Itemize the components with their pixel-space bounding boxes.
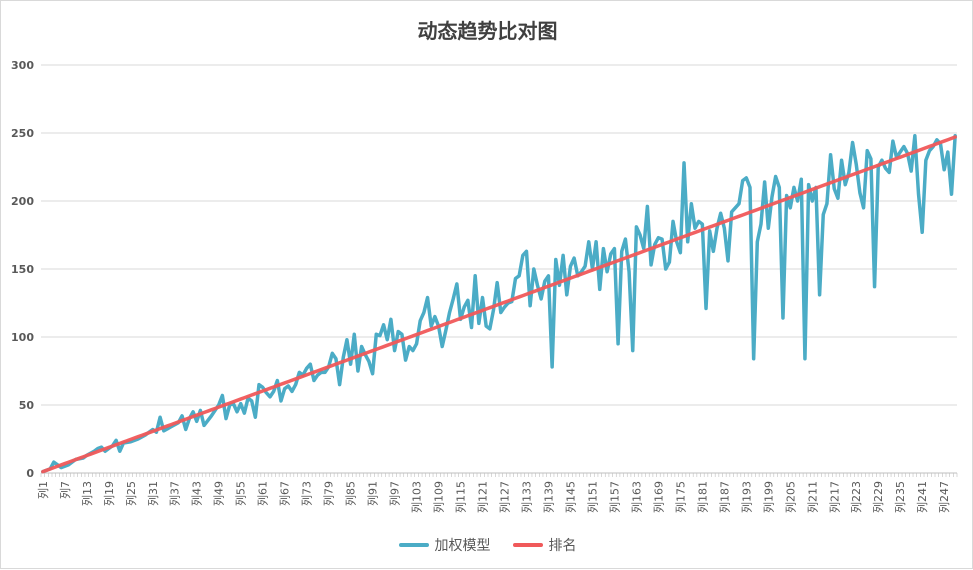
legend-item-weighted[interactable]: 加权模型 (398, 535, 491, 555)
y-tick-label: 300 (11, 59, 34, 72)
x-tick-label: 列19 (102, 481, 116, 506)
x-tick-label: 列199 (761, 481, 775, 513)
legend-item-rank[interactable]: 排名 (512, 535, 577, 555)
x-tick-label: 列55 (234, 481, 248, 506)
y-tick-label: 50 (19, 399, 35, 412)
x-tick-label: 列241 (915, 481, 929, 513)
x-tick-label: 列139 (541, 481, 555, 513)
x-tick-label: 列37 (168, 481, 182, 506)
x-tick-label: 列193 (739, 481, 753, 513)
x-tick-label: 列43 (190, 481, 204, 506)
x-tick-label: 列223 (849, 481, 863, 513)
x-tick-label: 列85 (344, 481, 358, 506)
x-tick-label: 列7 (58, 481, 72, 499)
y-tick-label: 250 (11, 127, 34, 140)
x-tick-label: 列229 (871, 481, 885, 513)
x-tick-label: 列121 (476, 481, 490, 513)
y-tick-label: 0 (26, 467, 34, 480)
x-tick-label: 列25 (124, 481, 138, 506)
x-tick-label: 列115 (454, 481, 468, 513)
x-tick-label: 列1 (36, 481, 50, 499)
x-tick-label: 列211 (805, 481, 819, 513)
y-tick-label: 150 (11, 263, 34, 276)
x-tick-label: 列205 (783, 481, 797, 513)
x-tick-label: 列97 (388, 481, 402, 506)
x-tick-label: 列151 (585, 481, 599, 513)
x-tick-label: 列127 (497, 481, 511, 513)
x-tick-label: 列91 (366, 481, 380, 506)
legend-label-weighted: 加权模型 (434, 538, 491, 554)
y-tick-label: 200 (11, 195, 34, 208)
x-tick-label: 列133 (519, 481, 533, 513)
x-tick-label: 列79 (322, 481, 336, 506)
x-tick-label: 列157 (607, 481, 621, 513)
x-tick-label: 列13 (80, 481, 94, 506)
x-tick-label: 列235 (893, 481, 907, 513)
x-tick-label: 列175 (673, 481, 687, 513)
x-tick-label: 列217 (827, 481, 841, 513)
legend: 加权模型 排名 (1, 535, 973, 555)
x-tick-label: 列109 (432, 481, 446, 513)
x-tick-label: 列169 (651, 481, 665, 513)
x-tick-label: 列145 (563, 481, 577, 513)
x-tick-label: 列187 (717, 481, 731, 513)
y-tick-label: 100 (11, 331, 34, 344)
x-tick-label: 列103 (410, 481, 424, 513)
x-tick-label: 列61 (256, 481, 270, 506)
x-tick-label: 列73 (300, 481, 314, 506)
x-tick-label: 列67 (278, 481, 292, 506)
legend-swatch-weighted (398, 543, 429, 547)
series-line-rank (41, 135, 957, 474)
x-tick-label: 列181 (695, 481, 709, 513)
legend-label-rank: 排名 (548, 538, 577, 554)
x-tick-label: 列247 (937, 481, 951, 513)
legend-swatch-rank (512, 543, 543, 547)
x-tick-label: 列49 (212, 481, 226, 506)
x-tick-label: 列163 (629, 481, 643, 513)
x-tick-label: 列31 (146, 481, 160, 506)
chart-title: 动态趋势比对图 (417, 19, 558, 43)
